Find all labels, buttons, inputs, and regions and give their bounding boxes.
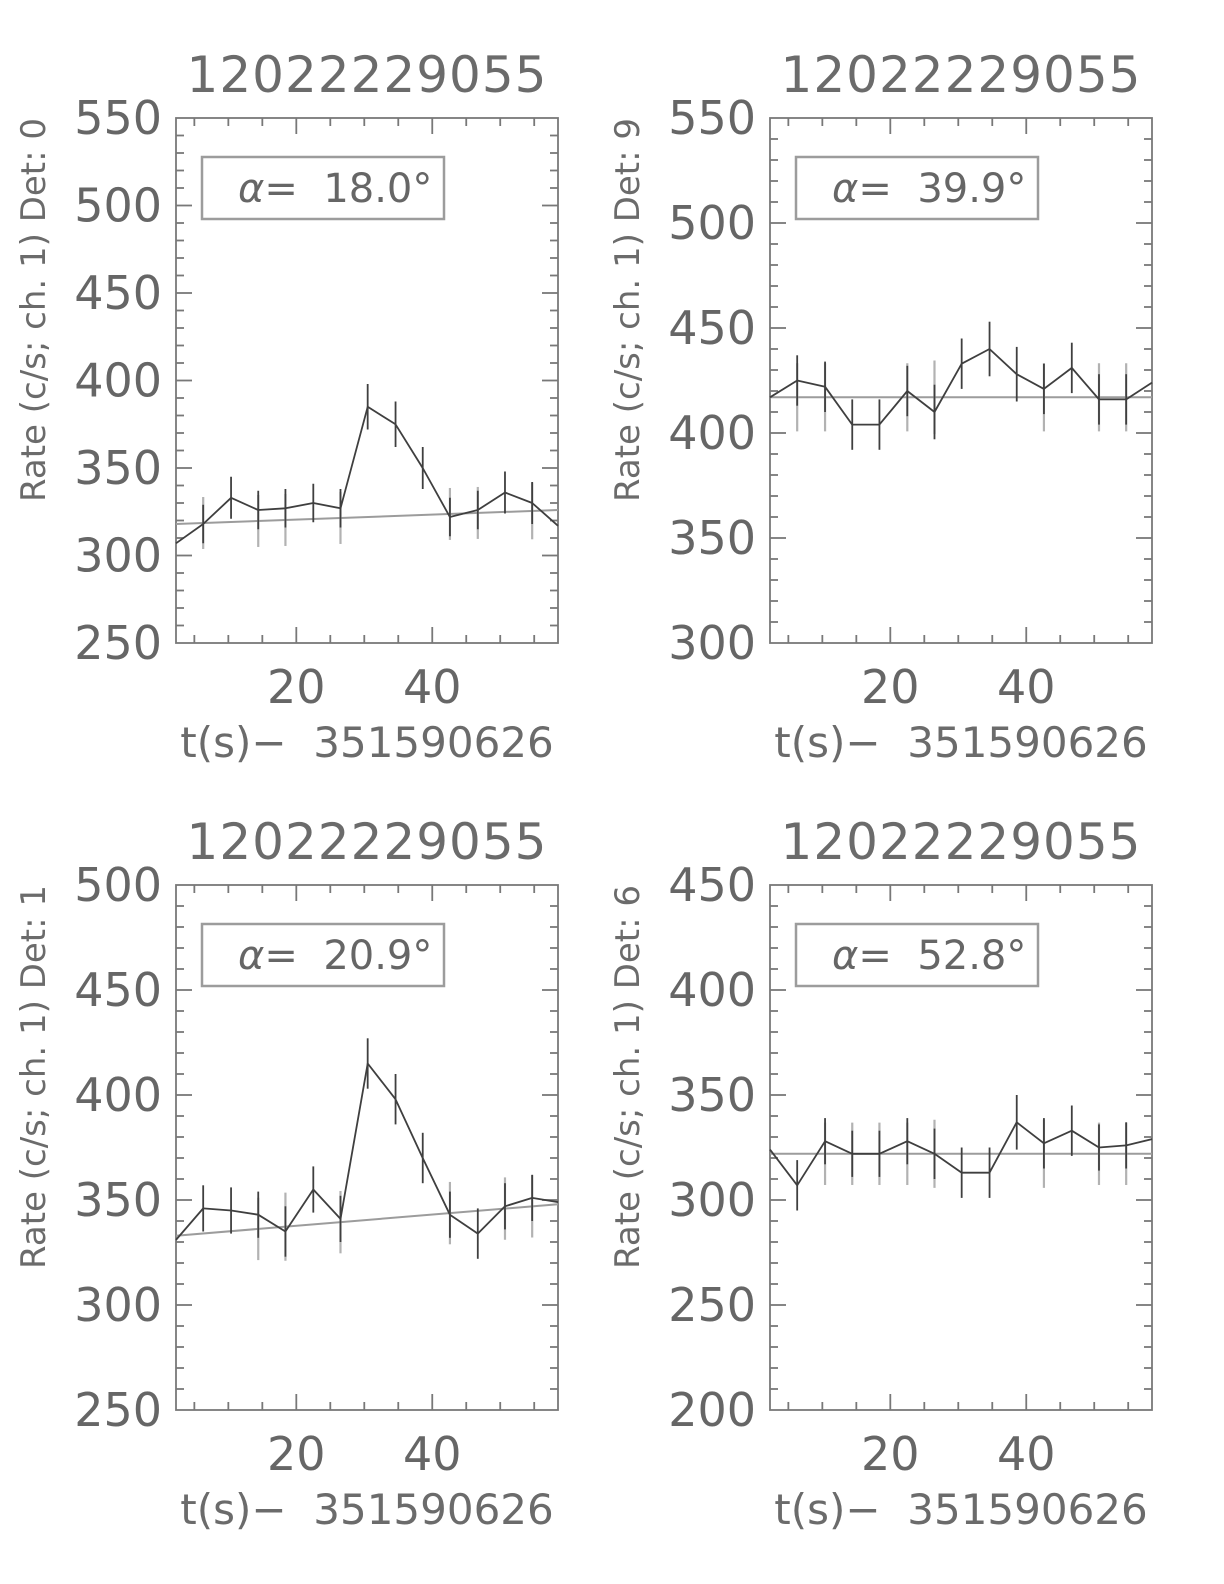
x-axis-label: t(s)− 351590626 <box>774 1485 1148 1534</box>
y-tick-label: 400 <box>74 1068 162 1122</box>
x-axis-label: t(s)− 351590626 <box>180 1485 554 1534</box>
y-tick-label: 250 <box>74 1383 162 1437</box>
x-tick-label: 40 <box>997 1427 1056 1481</box>
panel-title: 12022229055 <box>186 46 548 104</box>
y-tick-label: 500 <box>74 858 162 912</box>
y-tick-label: 400 <box>74 354 162 408</box>
y-tick-label: 500 <box>668 196 756 250</box>
panel-title: 12022229055 <box>780 813 1142 871</box>
y-tick-label: 350 <box>74 441 162 495</box>
x-tick-label: 40 <box>997 660 1056 714</box>
y-tick-label: 500 <box>74 179 162 233</box>
y-tick-label: 350 <box>668 1068 756 1122</box>
y-tick-label: 450 <box>74 963 162 1017</box>
background-fit-line <box>175 509 559 525</box>
lightcurve-line <box>769 348 1153 426</box>
y-tick-label: 300 <box>74 529 162 583</box>
x-tick-label: 20 <box>861 1427 920 1481</box>
x-axis-label: t(s)− 351590626 <box>774 718 1148 767</box>
legend-alpha-label: α= 39.9° <box>832 166 1026 212</box>
x-axis-label: t(s)− 351590626 <box>180 718 554 767</box>
y-tick-label: 250 <box>74 616 162 670</box>
y-tick-label: 450 <box>668 301 756 355</box>
panel-title: 12022229055 <box>186 813 548 871</box>
y-tick-label: 450 <box>74 266 162 320</box>
plot-frame <box>769 884 1153 1411</box>
y-tick-label: 350 <box>668 511 756 565</box>
legend-box <box>794 922 1040 988</box>
panel-title: 12022229055 <box>780 46 1142 104</box>
legend-box <box>200 922 446 988</box>
legend-box <box>200 155 446 221</box>
plot-area-det6: 20 40 200 250 300 350 400 450 α= 52.8° <box>668 858 1153 1481</box>
y-tick-label: 450 <box>668 858 756 912</box>
lightcurve-line <box>175 1062 559 1241</box>
x-tick-label: 20 <box>267 1427 326 1481</box>
y-tick-label: 300 <box>668 616 756 670</box>
y-tick-label: 400 <box>668 406 756 460</box>
y-tick-label: 250 <box>668 1278 756 1332</box>
x-tick-label: 40 <box>403 660 462 714</box>
y-tick-label: 300 <box>668 1173 756 1227</box>
x-tick-label: 20 <box>267 660 326 714</box>
y-tick-label: 550 <box>668 91 756 145</box>
y-tick-label: 400 <box>668 963 756 1017</box>
plot-frame <box>175 884 559 1411</box>
legend-alpha-label: α= 18.0° <box>238 166 432 212</box>
legend-alpha-label: α= 52.8° <box>832 933 1026 979</box>
y-tick-label: 200 <box>668 1383 756 1437</box>
plot-area-det1: 20 40 250 300 350 400 450 500 α= 20.9° <box>74 858 559 1481</box>
y-tick-label: 300 <box>74 1278 162 1332</box>
panel-det0: 12022229055 Rate (c/s; ch. 1) Det: 0 20 4… <box>0 0 612 790</box>
lightcurve-line <box>175 405 559 545</box>
background-fit-line <box>175 1203 559 1237</box>
legend-box <box>794 155 1040 221</box>
plot-area-det0: 20 40 250 300 350 400 450 500 550 α= 18.0° <box>74 91 559 714</box>
panel-det9: 12022229055 Rate (c/s; ch. 1) Det: 9 20 4… <box>594 0 1206 790</box>
lightcurve-line <box>769 1121 1153 1187</box>
panel-det6: 12022229055 Rate (c/s; ch. 1) Det: 6 20 4… <box>594 767 1206 1557</box>
x-tick-label: 40 <box>403 1427 462 1481</box>
plot-frame <box>769 117 1153 644</box>
y-tick-label: 550 <box>74 91 162 145</box>
x-tick-label: 20 <box>861 660 920 714</box>
panel-det1: 12022229055 Rate (c/s; ch. 1) Det: 1 20 4… <box>0 767 612 1557</box>
legend-alpha-label: α= 20.9° <box>238 933 432 979</box>
y-tick-label: 350 <box>74 1173 162 1227</box>
plot-area-det9: 20 40 300 350 400 450 500 550 α= 39.9° <box>668 91 1153 714</box>
